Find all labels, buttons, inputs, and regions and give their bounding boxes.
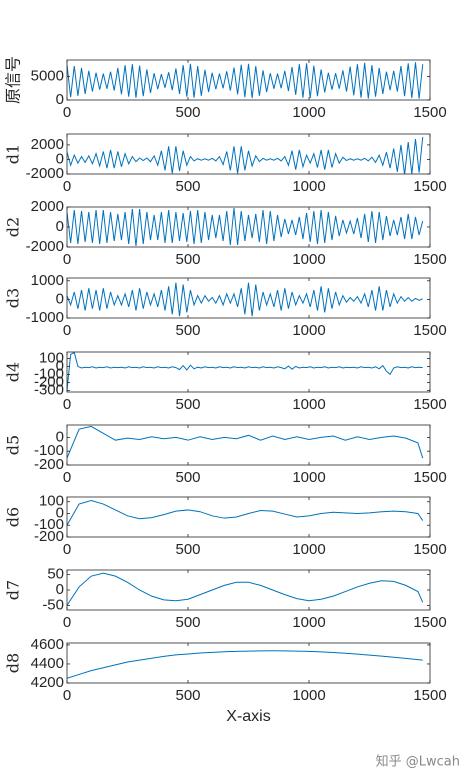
y-tick-label: -1000 (26, 309, 64, 326)
x-tick-label: 1500 (413, 178, 446, 195)
signal-line (67, 500, 424, 526)
x-tick-label: 500 (175, 178, 200, 195)
x-tick-label: 1000 (292, 322, 325, 339)
axes-box (66, 424, 431, 466)
x-tick-label: 1000 (292, 614, 325, 631)
axes-box (66, 569, 431, 611)
watermark: 知乎 @Lwcah (376, 754, 460, 770)
y-tick-label: 100 (39, 493, 64, 510)
y-axis-label: d3 (4, 288, 23, 308)
signal-line (67, 207, 424, 247)
x-tick-label: 1000 (292, 687, 325, 704)
y-tick-label: -2000 (26, 238, 64, 255)
y-tick-label: 0 (56, 357, 64, 374)
x-tick-label: 1000 (292, 104, 325, 121)
y-tick-label: 50 (47, 566, 64, 583)
x-tick-label: 0 (63, 178, 71, 195)
y-tick-label: 0 (56, 290, 64, 307)
y-tick-label: 0 (56, 150, 64, 167)
y-axis-label: d5 (4, 435, 23, 455)
y-axis-label: d4 (4, 362, 23, 382)
x-tick-label: 1000 (292, 396, 325, 413)
y-tick-label: 4400 (31, 655, 64, 672)
x-tick-label: 1500 (413, 687, 446, 704)
y-tick-label: -200 (34, 373, 64, 390)
x-tick-label: 0 (63, 322, 71, 339)
y-tick-label: -300 (34, 381, 64, 398)
signal-line (67, 352, 423, 391)
x-tick-label: 1500 (413, 614, 446, 631)
y-tick-label: 4600 (31, 636, 64, 653)
y-tick-label: 0 (56, 428, 64, 445)
y-tick-label: 0 (56, 581, 64, 598)
y-tick-label: 1000 (31, 272, 64, 289)
axes-box (66, 642, 431, 684)
x-tick-label: 0 (63, 469, 71, 486)
x-tick-label: 500 (175, 687, 200, 704)
x-axis-label: X-axis (226, 708, 270, 725)
y-tick-label: -100 (34, 442, 64, 459)
y-axis-label: 原信号 (4, 56, 23, 104)
signal-line (67, 282, 423, 317)
x-tick-label: 1000 (292, 251, 325, 268)
signal-line (67, 136, 424, 174)
axes-box (66, 496, 431, 538)
y-tick-label: -200 (34, 456, 64, 473)
signal-line (67, 62, 424, 99)
axes-box (66, 59, 431, 101)
axes-box (66, 351, 431, 393)
signal-line (67, 572, 424, 606)
y-tick-label: -200 (34, 528, 64, 545)
x-tick-label: 500 (175, 322, 200, 339)
y-tick-label: 4200 (31, 674, 64, 691)
x-tick-label: 500 (175, 396, 200, 413)
x-tick-label: 0 (63, 396, 71, 413)
y-axis-label: d8 (4, 653, 23, 673)
x-tick-label: 1500 (413, 104, 446, 121)
signal-line (67, 425, 424, 459)
x-tick-label: 0 (63, 614, 71, 631)
x-tick-label: 1500 (413, 322, 446, 339)
x-tick-label: 1500 (413, 469, 446, 486)
y-axis-label: d2 (4, 217, 23, 237)
x-tick-label: 500 (175, 541, 200, 558)
y-tick-label: 0 (56, 91, 64, 108)
y-tick-label: 2000 (31, 136, 64, 153)
x-tick-label: 1500 (413, 251, 446, 268)
x-tick-label: 500 (175, 469, 200, 486)
x-tick-label: 500 (175, 104, 200, 121)
x-tick-label: 500 (175, 614, 200, 631)
y-tick-label: -100 (34, 365, 64, 382)
signal-line (67, 650, 423, 679)
y-axis-label: d7 (4, 580, 23, 600)
y-tick-label: 0 (56, 504, 64, 521)
y-tick-label: 0 (56, 218, 64, 235)
y-tick-label: -100 (34, 516, 64, 533)
y-axis-label: d6 (4, 507, 23, 527)
x-tick-label: 1000 (292, 178, 325, 195)
y-tick-label: 2000 (31, 198, 64, 215)
x-tick-label: 0 (63, 251, 71, 268)
x-tick-label: 1500 (413, 396, 446, 413)
axes-box (66, 133, 431, 175)
y-tick-label: -2000 (26, 165, 64, 182)
axes-box (66, 277, 431, 319)
y-tick-label: 100 (39, 349, 64, 366)
x-tick-label: 1500 (413, 541, 446, 558)
x-tick-label: 0 (63, 541, 71, 558)
x-tick-label: 1000 (292, 469, 325, 486)
x-tick-label: 1000 (292, 541, 325, 558)
x-tick-label: 0 (63, 687, 71, 704)
y-tick-label: -50 (42, 596, 64, 613)
x-tick-label: 500 (175, 251, 200, 268)
y-axis-label: d1 (4, 144, 23, 164)
x-tick-label: 0 (63, 104, 71, 121)
y-tick-label: 5000 (31, 67, 64, 84)
